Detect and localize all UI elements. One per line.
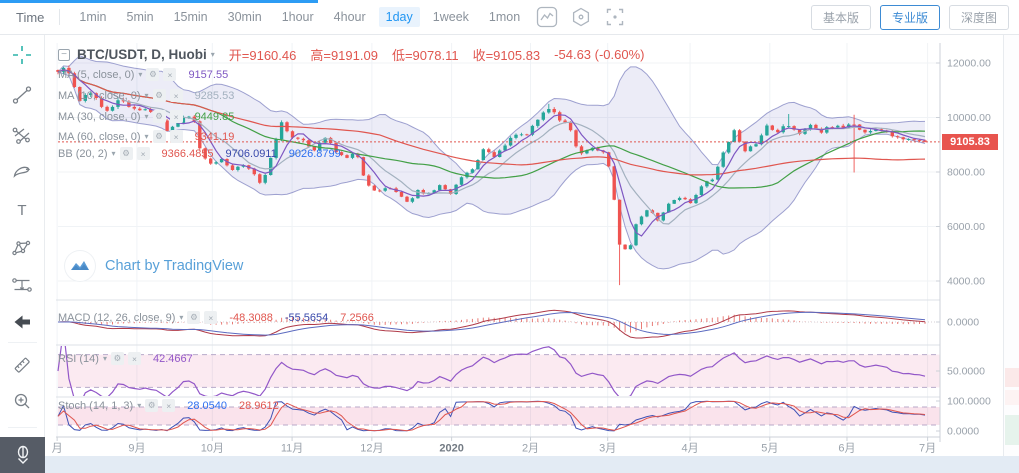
interval-1day[interactable]: 1day — [378, 7, 420, 27]
sidebar-divider — [8, 427, 37, 428]
close-icon[interactable]: × — [169, 110, 183, 123]
svg-text:月: 月 — [52, 443, 63, 455]
settings-icon[interactable]: ⚙ — [146, 68, 160, 81]
chart-area: 12000.00 10000.00 8000.00 6000.00 4000.00 0.0… — [45, 35, 1019, 473]
interval-4hour[interactable]: 4hour — [333, 10, 366, 24]
crosshair-icon[interactable] — [11, 44, 33, 66]
close-icon[interactable]: × — [162, 399, 176, 412]
ruler-icon[interactable] — [11, 354, 33, 376]
svg-text:10月: 10月 — [201, 443, 224, 455]
close-icon[interactable]: × — [204, 311, 218, 324]
basic-version-button[interactable]: 基本版 — [810, 4, 871, 30]
svg-text:9月: 9月 — [128, 443, 145, 455]
svg-text:T: T — [17, 202, 26, 219]
text-icon[interactable]: T — [11, 199, 33, 221]
time-menu[interactable]: Time — [16, 9, 45, 25]
interval-1mon[interactable]: 1mon — [488, 10, 521, 24]
current-price-badge: 9105.83 — [942, 134, 998, 150]
svg-text:3月: 3月 — [599, 443, 616, 455]
svg-text:2月: 2月 — [522, 443, 539, 455]
interval-1hour[interactable]: 1hour — [281, 10, 314, 24]
back-arrow-icon[interactable] — [11, 311, 33, 333]
trend-line-icon[interactable] — [11, 84, 33, 106]
jump-to-latest-icon[interactable] — [0, 437, 45, 473]
svg-text:12月: 12月 — [360, 443, 383, 455]
close-icon[interactable]: × — [136, 147, 150, 160]
depth-chart-button[interactable]: 深度图 — [948, 4, 1009, 30]
svg-text:6月: 6月 — [838, 443, 855, 455]
svg-text:6000.00: 6000.00 — [947, 221, 985, 233]
xabcd-pattern-icon[interactable] — [11, 237, 33, 259]
svg-text:0.0000: 0.0000 — [947, 426, 979, 438]
svg-text:4000.00: 4000.00 — [947, 276, 985, 288]
svg-text:8000.00: 8000.00 — [947, 167, 985, 179]
settings-icon[interactable]: ⚙ — [152, 89, 166, 102]
brush-icon[interactable] — [11, 161, 33, 183]
sidebar-divider — [8, 342, 37, 343]
svg-text:11月: 11月 — [281, 443, 303, 455]
orderbook-edge-panel — [1003, 35, 1019, 456]
settings-icon[interactable]: ⚙ — [110, 352, 124, 365]
position-tool-icon[interactable] — [11, 274, 33, 296]
zoom-in-icon[interactable] — [11, 390, 33, 412]
svg-text:5月: 5月 — [761, 443, 778, 455]
interval-15min[interactable]: 15min — [173, 10, 208, 24]
svg-text:12000.00: 12000.00 — [947, 58, 991, 70]
collapse-legend-icon[interactable]: − — [58, 48, 70, 61]
svg-text:100.0000: 100.0000 — [947, 396, 991, 408]
pitchfork-icon[interactable] — [11, 124, 33, 146]
close-icon[interactable]: × — [169, 89, 183, 102]
screenshot-icon[interactable] — [604, 6, 626, 28]
close-icon[interactable]: × — [127, 352, 141, 365]
settings-icon[interactable]: ⚙ — [187, 311, 201, 324]
pro-version-button[interactable]: 专业版 — [879, 4, 940, 30]
svg-text:2020: 2020 — [439, 443, 463, 455]
settings-icon[interactable]: ⚙ — [152, 110, 166, 123]
bid-depth-block — [1005, 415, 1019, 445]
settings-icon[interactable]: ⚙ — [152, 130, 166, 143]
settings-icon[interactable]: ⚙ — [145, 399, 159, 412]
interval-1min[interactable]: 1min — [79, 10, 107, 24]
kline-style-icon[interactable] — [536, 6, 558, 28]
toolbar-divider — [59, 9, 61, 25]
interval-toolbar: Time 1min 5min 15min 30min 1hour 4hour 1… — [0, 0, 1019, 35]
svg-text:7月: 7月 — [919, 443, 936, 455]
svg-text:10000.00: 10000.00 — [947, 112, 991, 124]
settings-icon[interactable]: ⚙ — [119, 147, 133, 160]
drawing-toolbar: T — [0, 35, 45, 473]
interval-30min[interactable]: 30min — [227, 10, 262, 24]
price-chart-canvas[interactable]: 12000.00 10000.00 8000.00 6000.00 4000.00 0.0… — [45, 35, 1019, 456]
top-accent-bar — [0, 0, 318, 3]
indicator-icon[interactable] — [570, 6, 592, 28]
ask-depth-block — [1005, 368, 1019, 387]
interval-1week[interactable]: 1week — [432, 10, 469, 24]
svg-text:50.0000: 50.0000 — [947, 366, 985, 378]
interval-5min[interactable]: 5min — [126, 10, 154, 24]
svg-text:4月: 4月 — [681, 443, 698, 455]
svg-text:0.0000: 0.0000 — [947, 317, 979, 329]
close-icon[interactable]: × — [163, 68, 177, 81]
timeline-scrollbar[interactable] — [45, 456, 1019, 473]
close-icon[interactable]: × — [169, 130, 183, 143]
ask-depth-block — [1005, 390, 1019, 405]
